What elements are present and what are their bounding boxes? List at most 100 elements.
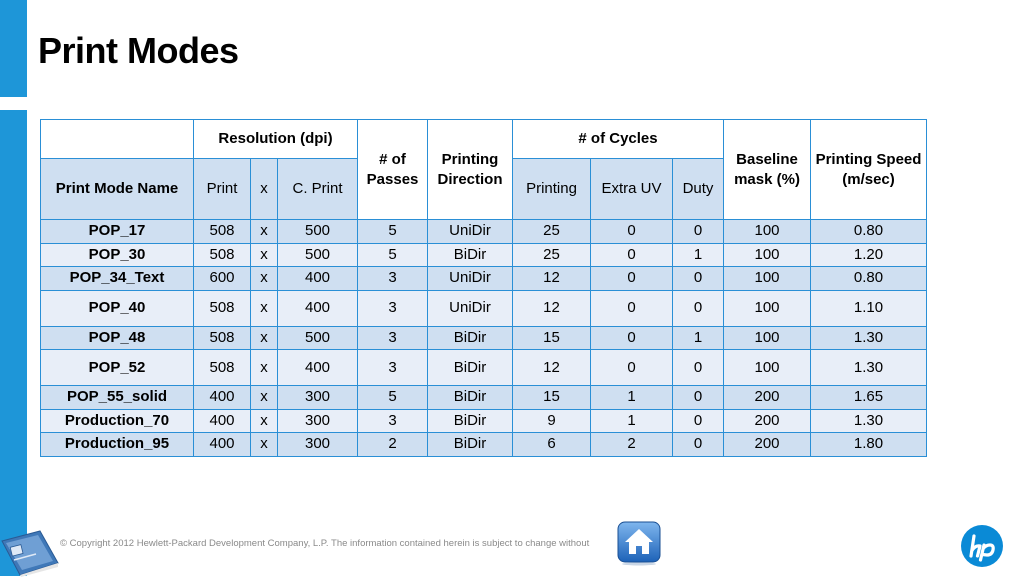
baseline-cell: 100 [723, 289, 812, 327]
baseline-cell: 100 [723, 242, 812, 267]
mode-name-cell: POP_17 [40, 219, 194, 244]
res-print-cell: 508 [193, 289, 251, 327]
cycles-duty-header: Duty [672, 158, 725, 220]
res-print-cell: 508 [193, 242, 251, 267]
res-cprint-cell: 400 [276, 349, 359, 386]
cycles-duty-cell: 0 [672, 349, 725, 386]
direction-cell: BiDir [427, 242, 514, 267]
res-x-cell: x [250, 385, 278, 410]
cycles-duty-cell: 1 [672, 242, 725, 267]
accent-bar-top [0, 0, 27, 97]
mode-name-cell: Production_95 [40, 432, 194, 457]
cycles-duty-cell: 0 [672, 408, 725, 433]
table-row: POP_55_solid 400 x 300 5 BiDir 15 1 0 20… [40, 385, 928, 410]
speed-cell: 0.80 [810, 219, 928, 244]
cycles-printing-header: Printing [512, 158, 592, 220]
baseline-cell: 100 [723, 349, 812, 386]
res-cprint-cell: 300 [276, 408, 359, 433]
baseline-cell: 100 [723, 325, 812, 350]
print-modes-table: Resolution (dpi) # of Passes Printing Di… [40, 119, 928, 457]
passes-cell: 3 [357, 325, 429, 350]
resolution-header: Resolution (dpi) [192, 119, 359, 159]
res-print-cell: 508 [193, 219, 251, 244]
speed-cell: 1.65 [810, 385, 928, 410]
page-title: Print Modes [38, 30, 239, 71]
table-row: POP_40 508 x 400 3 UniDir 12 0 0 100 1.1… [40, 289, 928, 327]
home-icon[interactable] [616, 520, 662, 566]
mode-name-header: Print Mode Name [40, 158, 194, 220]
cycles-duty-cell: 0 [672, 385, 725, 410]
speed-cell: 1.30 [810, 349, 928, 386]
cycles-printing-cell: 25 [512, 242, 592, 267]
passes-cell: 3 [357, 266, 429, 291]
table-row: Production_70 400 x 300 3 BiDir 9 1 0 20… [40, 408, 928, 433]
cycles-duty-cell: 0 [672, 432, 725, 457]
cycles-extra-uv-cell: 0 [590, 325, 674, 350]
passes-cell: 3 [357, 408, 429, 433]
baseline-cell: 100 [723, 219, 812, 244]
speed-cell: 1.20 [810, 242, 928, 267]
baseline-header: Baseline mask (%) [723, 119, 812, 220]
table-row: POP_34_Text 600 x 400 3 UniDir 12 0 0 10… [40, 266, 928, 291]
accent-bar-bottom [0, 110, 27, 576]
passes-header: # of Passes [357, 119, 429, 220]
table-row: POP_52 508 x 400 3 BiDir 12 0 0 100 1.30 [40, 349, 928, 386]
cycles-duty-cell: 0 [672, 266, 725, 291]
cycles-extra-uv-cell: 1 [590, 385, 674, 410]
cycles-extra-uv-cell: 0 [590, 266, 674, 291]
res-cprint-cell: 500 [276, 325, 359, 350]
cycles-duty-cell: 1 [672, 325, 725, 350]
res-cprint-cell: 500 [276, 219, 359, 244]
res-print-header: Print [193, 158, 251, 220]
cycles-printing-cell: 9 [512, 408, 592, 433]
cycles-header: # of Cycles [512, 119, 725, 159]
cycles-printing-cell: 25 [512, 219, 592, 244]
speed-cell: 1.80 [810, 432, 928, 457]
cycles-printing-cell: 15 [512, 385, 592, 410]
table-row: POP_30 508 x 500 5 BiDir 25 0 1 100 1.20 [40, 242, 928, 267]
res-x-cell: x [250, 219, 278, 244]
cycles-printing-cell: 12 [512, 289, 592, 327]
direction-cell: BiDir [427, 349, 514, 386]
baseline-cell: 200 [723, 432, 812, 457]
direction-cell: BiDir [427, 432, 514, 457]
cycles-printing-cell: 12 [512, 266, 592, 291]
cycles-extra-uv-cell: 0 [590, 242, 674, 267]
res-print-cell: 400 [193, 385, 251, 410]
res-cprint-cell: 500 [276, 242, 359, 267]
table-row: POP_48 508 x 500 3 BiDir 15 0 1 100 1.30 [40, 325, 928, 350]
table-row: Production_95 400 x 300 2 BiDir 6 2 0 20… [40, 432, 928, 457]
speed-cell: 1.30 [810, 325, 928, 350]
cycles-extra-uv-cell: 2 [590, 432, 674, 457]
direction-cell: BiDir [427, 325, 514, 350]
passes-cell: 5 [357, 219, 429, 244]
res-x-header: x [250, 158, 278, 220]
table-row: POP_17 508 x 500 5 UniDir 25 0 0 100 0.8… [40, 219, 928, 244]
cycles-extra-uv-cell: 0 [590, 289, 674, 327]
passes-cell: 3 [357, 349, 429, 386]
res-x-cell: x [250, 325, 278, 350]
training-book-icon[interactable] [0, 527, 62, 577]
cycles-printing-cell: 12 [512, 349, 592, 386]
speed-cell: 1.10 [810, 289, 928, 327]
cycles-printing-cell: 15 [512, 325, 592, 350]
corner-cell [40, 119, 194, 159]
passes-cell: 2 [357, 432, 429, 457]
res-x-cell: x [250, 349, 278, 386]
direction-cell: UniDir [427, 219, 514, 244]
res-x-cell: x [250, 408, 278, 433]
res-x-cell: x [250, 289, 278, 327]
mode-name-cell: Production_70 [40, 408, 194, 433]
passes-cell: 3 [357, 289, 429, 327]
res-x-cell: x [250, 266, 278, 291]
res-cprint-cell: 400 [276, 289, 359, 327]
res-print-cell: 508 [193, 325, 251, 350]
res-x-cell: x [250, 432, 278, 457]
res-print-cell: 600 [193, 266, 251, 291]
direction-cell: BiDir [427, 385, 514, 410]
speed-cell: 1.30 [810, 408, 928, 433]
speed-header: Printing Speed (m/sec) [810, 119, 928, 220]
res-cprint-cell: 300 [276, 385, 359, 410]
cycles-extra-uv-cell: 0 [590, 349, 674, 386]
baseline-cell: 200 [723, 408, 812, 433]
